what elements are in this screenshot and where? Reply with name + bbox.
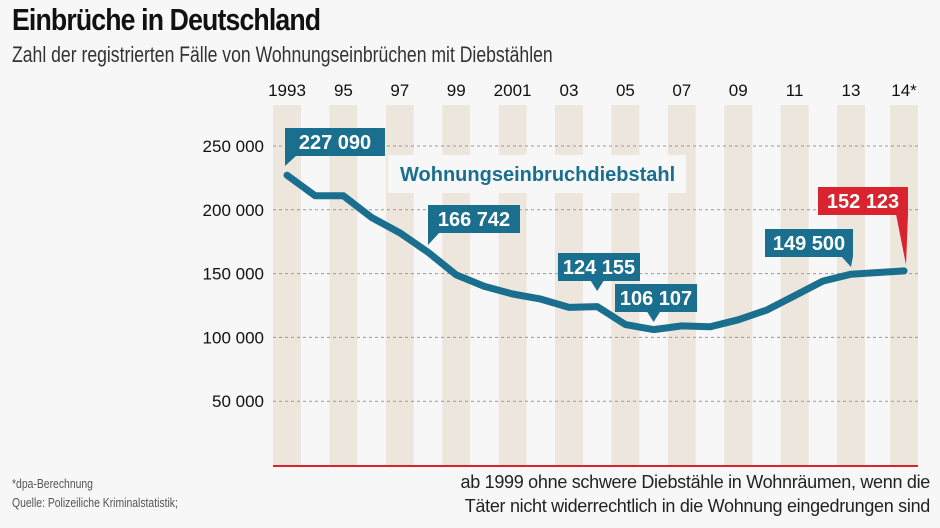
x-tick-label: 05 [616, 81, 635, 100]
callout-box [615, 284, 697, 312]
year-band [837, 105, 865, 465]
chart-title: Einbrüche in Deutschland [12, 2, 321, 37]
x-tick-label: 99 [447, 81, 466, 100]
footnote-remark-line2: Täter nicht widerrechtlich in die Wohnun… [464, 496, 931, 516]
callout-box [818, 187, 908, 215]
legend-label: Wohnungseinbruchdiebstahl [400, 164, 675, 186]
y-tick-label: 100 000 [203, 328, 264, 347]
callout-pointer [428, 232, 440, 245]
x-tick-label: 09 [729, 81, 748, 100]
callout-pointer [896, 214, 908, 265]
footnote-remark-line1: ab 1999 ohne schwere Diebstähle in Wohnr… [460, 472, 931, 492]
y-tick-label: 250 000 [203, 137, 264, 156]
callout-label: 149 500 [773, 233, 845, 255]
callout-label: 124 155 [563, 257, 635, 279]
callout-pointer [590, 280, 605, 291]
annotation-callout: 166 742 [428, 205, 520, 245]
y-axis-ticks: 50 000 100 000 150 000 200 000 250 000 [203, 137, 264, 411]
legend-background [388, 155, 686, 193]
x-tick-label: 1993 [268, 81, 306, 100]
data-points [286, 175, 905, 330]
annotations: 227 090 166 742 124 155 106 107 149 500 152 1… [285, 128, 908, 322]
x-tick-label: 07 [672, 81, 691, 100]
footnote-source: Quelle: Polizeiliche Kriminalstatistik; [12, 495, 178, 510]
x-tick-label: 11 [786, 81, 804, 100]
callout-pointer [841, 256, 853, 267]
year-band [890, 105, 918, 465]
callout-box [765, 229, 853, 257]
annotation-callout: 149 500 [765, 229, 853, 267]
x-tick-label: 14* [891, 81, 917, 100]
annotation-callout: 152 123 [818, 187, 908, 265]
callout-pointer [285, 155, 297, 166]
year-band [273, 105, 301, 465]
callout-label: 227 090 [299, 132, 371, 154]
annotation-callout: 227 090 [285, 128, 385, 166]
callout-box [428, 205, 520, 233]
x-tick-label: 95 [334, 81, 353, 100]
legend: Wohnungseinbruchdiebstahl [388, 155, 686, 193]
annotation-callout: 124 155 [558, 253, 640, 291]
callout-box [285, 128, 385, 156]
chart-subtitle: Zahl der registrierten Fälle von Wohnung… [12, 42, 553, 67]
annotation-callout: 106 107 [615, 284, 697, 322]
year-band [724, 105, 753, 465]
y-tick-label: 50 000 [212, 392, 264, 411]
callout-label: 166 742 [438, 209, 510, 231]
y-tick-label: 150 000 [203, 265, 264, 284]
x-tick-label: 03 [560, 81, 579, 100]
callout-box [558, 253, 640, 281]
callout-pointer [646, 311, 661, 322]
series-line-wohnungseinbruchdiebstahl [283, 171, 908, 334]
x-tick-label: 2001 [494, 81, 532, 100]
footnote-note: *dpa-Berechnung [12, 476, 93, 491]
year-band [329, 105, 358, 465]
x-axis-ticks: 1993 95 97 99 2001 03 05 07 09 11 13 14* [268, 81, 917, 100]
x-tick-label: 13 [842, 81, 861, 100]
callout-label: 152 123 [827, 191, 899, 213]
callout-label: 106 107 [620, 288, 692, 310]
y-tick-label: 200 000 [203, 201, 264, 220]
year-band [780, 105, 809, 465]
x-tick-label: 97 [390, 81, 409, 100]
